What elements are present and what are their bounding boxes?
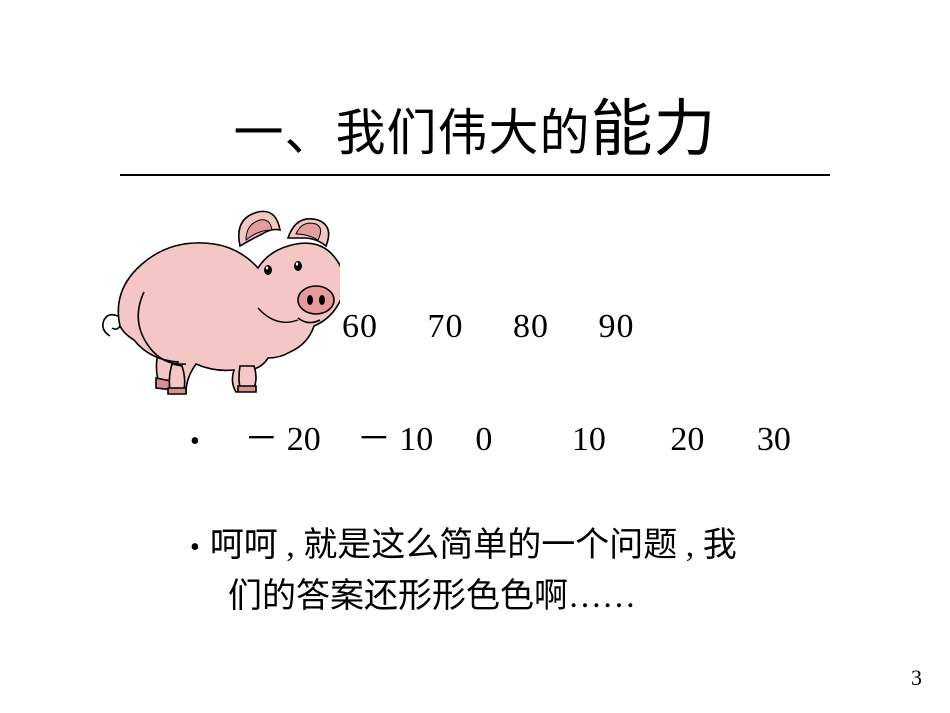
comment-line2: 们的答案还形形色色啊…… <box>228 571 870 622</box>
num-cell: 0 <box>475 421 563 459</box>
bullet-dot: • <box>190 426 200 457</box>
number-row-bottom: • － 20 － 10 0 10 20 30 <box>190 411 791 460</box>
title-prefix: 一、我们伟大的 <box>233 105 590 161</box>
bullet-dot: • <box>190 532 200 563</box>
num-cell: － 20 <box>244 411 348 460</box>
num-cell: 90 <box>599 308 635 345</box>
num-cell: 80 <box>513 308 549 345</box>
comment-paragraph: • 呵呵 , 就是这么简单的一个问题 , 我 们的答案还形形色色啊…… <box>190 520 870 622</box>
num-cell: 20 <box>670 421 748 459</box>
page-number: 3 <box>911 665 922 691</box>
slide-title-block: 一、我们伟大的能力 <box>0 0 950 176</box>
pig-clipart <box>90 196 340 396</box>
title-emphasis: 能力 <box>590 96 716 164</box>
slide-title: 一、我们伟大的能力 <box>233 78 716 168</box>
num-cell: 10 <box>572 421 662 459</box>
title-underline <box>120 174 830 176</box>
num-cell: 60 <box>342 308 378 345</box>
comment-line1: 呵呵 , 就是这么简单的一个问题 , 我 <box>210 527 737 564</box>
num-cell: － 10 <box>357 411 467 460</box>
num-cell: 70 <box>428 308 464 345</box>
number-row-top: 60 70 80 90 <box>342 308 635 346</box>
num-cell: 30 <box>757 421 791 459</box>
